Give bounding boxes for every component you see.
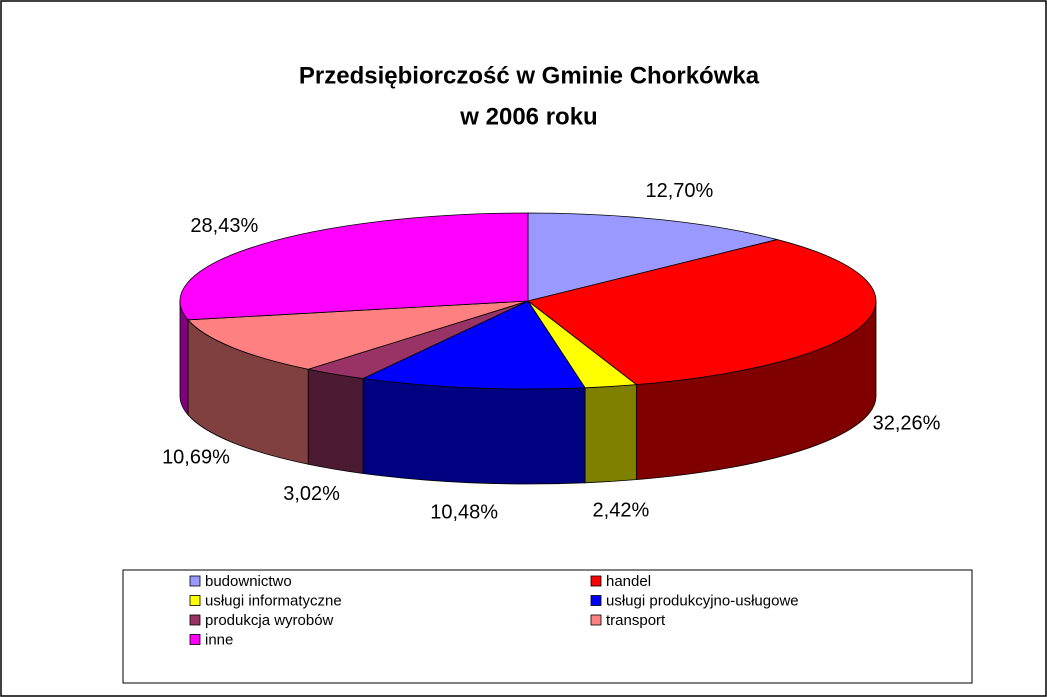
pie-side [584,384,637,484]
legend-label: inne [205,631,233,648]
legend-label: handel [606,573,651,590]
legend-label: budownictwo [205,573,292,590]
value-label: 10,48% [430,501,498,523]
pie-slice [187,300,529,370]
legend-swatch [590,595,602,606]
value-label: 10,69% [162,447,230,469]
legend-label: usługi informatyczne [205,592,342,609]
legend-swatch [189,595,201,606]
value-label: 32,26% [873,413,941,435]
chart-title: Przedsiębiorczość w Gminie Chorkówka [299,62,760,89]
pie-side [362,378,586,485]
pie-slice [361,300,586,390]
legend-swatch [590,575,602,587]
value-label: 12,70% [645,180,713,202]
value-label: 3,02% [283,483,340,505]
legend-label: transport [606,612,666,629]
legend-label: usługi produkcyjno-usługowe [606,592,799,609]
legend-swatch [590,614,602,626]
legend-box [122,569,973,684]
pie-side [307,368,364,474]
legend-label: produkcja wyrobów [205,612,334,629]
pie-slice [179,212,529,321]
pie-slice [527,239,877,386]
value-label: 2,42% [593,500,650,522]
legend-swatch [189,614,201,626]
legend-swatch [189,634,201,645]
legend-swatch [189,575,201,587]
value-label: 28,43% [190,215,258,237]
pie-slice [527,212,778,302]
chart-title: w 2006 roku [459,103,597,130]
